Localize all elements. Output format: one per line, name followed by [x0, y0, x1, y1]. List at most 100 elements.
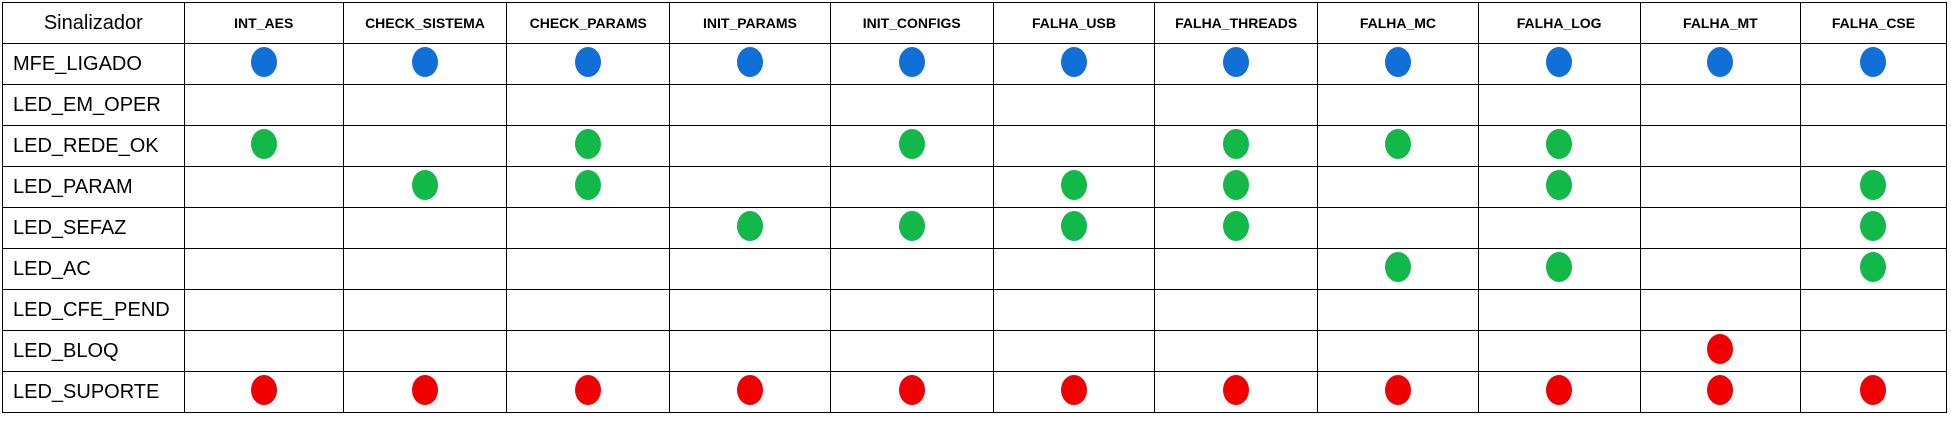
green-indicator-dot-icon: [1060, 210, 1087, 241]
table-body: MFE_LIGADO LED_EM_OPER LED_REDE_OK LED_PARA…: [2, 43, 1948, 413]
table-cell: [183, 43, 344, 85]
green-indicator-dot-icon: [1060, 169, 1087, 200]
table-row: LED_EM_OPER: [2, 84, 1948, 126]
table-cell: [669, 84, 831, 126]
red-indicator-dot-icon: [736, 374, 763, 405]
table-cell: [829, 371, 994, 413]
table-row: LED_CFE_PEND: [2, 289, 1948, 331]
table-cell: [1154, 125, 1319, 167]
table-cell: [829, 43, 994, 85]
table-cell: [992, 43, 1156, 85]
green-indicator-dot-icon: [1223, 210, 1250, 241]
table-cell: [1154, 330, 1319, 372]
header-int-aes: INT_AES: [183, 2, 344, 44]
header-falha-cse: FALHA_CSE: [1799, 2, 1948, 44]
red-indicator-dot-icon: [1707, 333, 1734, 364]
green-indicator-dot-icon: [1860, 251, 1887, 282]
table-cell: [183, 248, 344, 290]
header-sinalizador: Sinalizador: [2, 2, 185, 44]
table-cell: [992, 248, 1156, 290]
table-row: LED_REDE_OK: [2, 125, 1948, 167]
table-cell: [829, 166, 994, 208]
row-label: LED_EM_OPER: [2, 84, 185, 126]
table-cell: [1639, 43, 1801, 85]
header-falha-mt: FALHA_MT: [1639, 2, 1801, 44]
green-indicator-dot-icon: [575, 128, 602, 159]
row-label: LED_SEFAZ: [2, 207, 185, 249]
table-cell: [1477, 84, 1641, 126]
header-row: Sinalizador INT_AES CHECK_SISTEMA CHECK_PA…: [2, 2, 1948, 44]
table-cell: [1477, 248, 1641, 290]
red-indicator-dot-icon: [1546, 374, 1573, 405]
table-cell: [992, 125, 1156, 167]
table-cell: [992, 371, 1156, 413]
table-cell: [506, 330, 671, 372]
green-indicator-dot-icon: [736, 210, 763, 241]
table-cell: [506, 207, 671, 249]
table-cell: [1639, 125, 1801, 167]
table-cell: [1477, 207, 1641, 249]
blue-indicator-dot-icon: [736, 46, 763, 77]
table-cell: [1317, 166, 1479, 208]
indicator-table: Sinalizador INT_AES CHECK_SISTEMA CHECK_PA…: [2, 2, 1948, 413]
red-indicator-dot-icon: [1060, 374, 1087, 405]
green-indicator-dot-icon: [898, 210, 925, 241]
header-check-sistema: CHECK_SISTEMA: [342, 2, 508, 44]
header-check-params: CHECK_PARAMS: [506, 2, 671, 44]
table-cell: [829, 207, 994, 249]
table-cell: [992, 289, 1156, 331]
table-cell: [1154, 248, 1319, 290]
blue-indicator-dot-icon: [1546, 46, 1573, 77]
table-cell: [1154, 43, 1319, 85]
table-cell: [1317, 371, 1479, 413]
green-indicator-dot-icon: [575, 169, 602, 200]
table-cell: [342, 248, 508, 290]
red-indicator-dot-icon: [575, 374, 602, 405]
blue-indicator-dot-icon: [1384, 46, 1411, 77]
table-cell: [1477, 371, 1641, 413]
table-cell: [1639, 84, 1801, 126]
blue-indicator-dot-icon: [1860, 46, 1887, 77]
table-row: LED_PARAM: [2, 166, 1948, 208]
red-indicator-dot-icon: [898, 374, 925, 405]
table-cell: [1799, 330, 1948, 372]
table-cell: [1639, 207, 1801, 249]
blue-indicator-dot-icon: [1060, 46, 1087, 77]
table-cell: [992, 207, 1156, 249]
table-cell: [1799, 43, 1948, 85]
table-row: MFE_LIGADO: [2, 43, 1948, 85]
table-cell: [506, 289, 671, 331]
table-cell: [342, 371, 508, 413]
table-cell: [1639, 289, 1801, 331]
green-indicator-dot-icon: [1546, 128, 1573, 159]
header-falha-mc: FALHA_MC: [1317, 2, 1479, 44]
table-cell: [992, 166, 1156, 208]
table-cell: [669, 125, 831, 167]
table-cell: [829, 125, 994, 167]
table-row: LED_SEFAZ: [2, 207, 1948, 249]
table-cell: [1639, 371, 1801, 413]
header-falha-usb: FALHA_USB: [992, 2, 1156, 44]
blue-indicator-dot-icon: [898, 46, 925, 77]
green-indicator-dot-icon: [1546, 251, 1573, 282]
table-cell: [1477, 125, 1641, 167]
row-label: MFE_LIGADO: [2, 43, 185, 85]
table-cell: [1639, 330, 1801, 372]
table-cell: [183, 125, 344, 167]
table-cell: [669, 289, 831, 331]
table-cell: [829, 289, 994, 331]
table-cell: [1477, 43, 1641, 85]
green-indicator-dot-icon: [1860, 169, 1887, 200]
table-row: LED_AC: [2, 248, 1948, 290]
row-label: LED_BLOQ: [2, 330, 185, 372]
blue-indicator-dot-icon: [411, 46, 438, 77]
blue-indicator-dot-icon: [1707, 46, 1734, 77]
table-cell: [1317, 248, 1479, 290]
table-cell: [183, 289, 344, 331]
red-indicator-dot-icon: [250, 374, 277, 405]
green-indicator-dot-icon: [1223, 128, 1250, 159]
table-cell: [829, 248, 994, 290]
table-cell: [1317, 289, 1479, 331]
table-cell: [506, 125, 671, 167]
table-cell: [992, 330, 1156, 372]
